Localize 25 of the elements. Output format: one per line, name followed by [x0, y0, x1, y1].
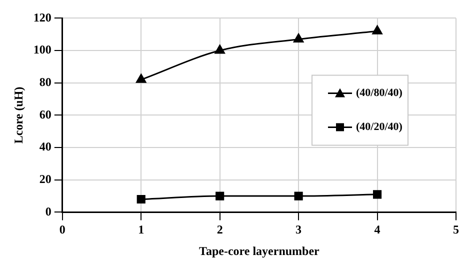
y-tick-label: 20	[39, 172, 52, 186]
y-tick-label: 100	[33, 42, 52, 57]
y-axis-title: Lcore (uH)	[11, 86, 26, 144]
point	[372, 190, 382, 199]
x-tick-label: 4	[374, 222, 380, 236]
y-tick-label: 0	[45, 204, 52, 218]
y-tick-label: 60	[39, 107, 52, 122]
legend-label: (40/80/40)	[356, 87, 403, 100]
x-tick-label: 1	[138, 222, 144, 236]
y-tick-label: 120	[33, 10, 52, 24]
y-tick-label: 80	[39, 74, 52, 89]
x-axis-title: Tape-core layernumber	[199, 244, 320, 258]
point	[372, 25, 382, 34]
point	[136, 74, 146, 83]
point	[216, 192, 224, 200]
point	[214, 44, 225, 54]
x-tick-label: 3	[296, 222, 302, 236]
point	[294, 192, 303, 200]
legend-label: (40/20/40)	[356, 121, 403, 134]
x-tick-label: 2	[216, 222, 223, 236]
x-tick-label: 5	[453, 222, 459, 236]
point	[136, 194, 146, 204]
x-tick-label: 0	[59, 222, 66, 236]
point	[293, 33, 304, 42]
y-tick-label: 40	[39, 140, 52, 154]
